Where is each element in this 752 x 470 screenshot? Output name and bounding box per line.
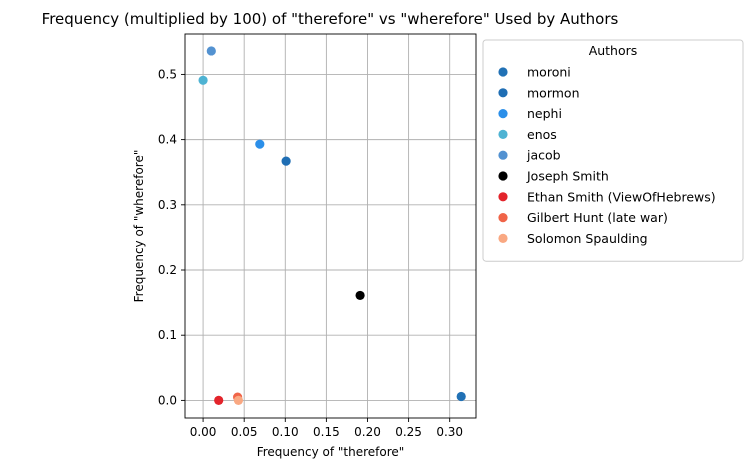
legend-marker	[498, 233, 508, 243]
plot-frame	[184, 33, 477, 419]
legend-entry-label: Joseph Smith	[526, 169, 609, 184]
y-tick-label: 0.2	[158, 263, 177, 277]
legend-marker	[498, 213, 508, 223]
y-tick-label: 0.5	[158, 67, 177, 81]
legend-marker	[498, 67, 508, 77]
legend-marker	[498, 109, 508, 119]
legend-entry-label: mormon	[527, 85, 580, 100]
data-point	[198, 75, 208, 85]
legend-entry-label: enos	[527, 127, 557, 142]
y-tick-label: 0.1	[158, 328, 177, 342]
legend-entry-label: jacob	[526, 148, 561, 163]
data-point	[233, 395, 244, 405]
legend-entry-label: Gilbert Hunt (late war)	[527, 210, 668, 225]
x-tick-label: 0.20	[354, 425, 381, 439]
x-tick-label: 0.15	[313, 425, 340, 439]
y-tick-label: 0.0	[158, 393, 177, 407]
legend-marker	[498, 150, 508, 160]
y-axis-label: Frequency of "wherefore"	[132, 150, 146, 303]
data-point	[206, 46, 216, 56]
legend-entry-label: moroni	[527, 65, 571, 80]
legend-marker	[498, 192, 508, 202]
legend-title: Authors	[589, 43, 638, 58]
legend-box	[482, 39, 744, 262]
legend-marker	[498, 88, 508, 98]
axis-ticks: 0.00 0.05 0.10 0.15 0.20 0.25 0.30 0.0 0.1 0.2 0.3…	[158, 67, 463, 439]
data-points	[198, 46, 466, 405]
legend-entry-label: Ethan Smith (ViewOfHebrews)	[527, 189, 716, 204]
legend: Authors moroni mormon nephi enos jacob Joseph…	[482, 39, 744, 262]
legend-marker	[498, 171, 508, 181]
legend-entry-label: Solomon Spaulding	[527, 231, 648, 246]
data-point	[214, 395, 224, 405]
x-tick-label: 0.30	[436, 425, 463, 439]
x-tick-label: 0.05	[231, 425, 258, 439]
data-point	[281, 156, 291, 166]
x-tick-label: 0.10	[272, 425, 299, 439]
chart-title: Frequency (multiplied by 100) of "theref…	[42, 10, 619, 28]
legend-marker	[498, 129, 508, 139]
legend-items: moroni mormon nephi enos jacob Joseph Smith Et…	[498, 65, 716, 246]
grid-lines	[185, 34, 476, 418]
y-tick-label: 0.3	[158, 198, 177, 212]
data-point	[355, 290, 365, 301]
y-tick-label: 0.4	[158, 133, 177, 147]
x-tick-label: 0.00	[190, 425, 217, 439]
legend-entry-label: nephi	[527, 106, 562, 121]
x-tick-label: 0.25	[395, 425, 422, 439]
data-point	[255, 139, 265, 149]
data-point	[456, 391, 466, 402]
x-axis-label: Frequency of "therefore"	[257, 445, 405, 459]
